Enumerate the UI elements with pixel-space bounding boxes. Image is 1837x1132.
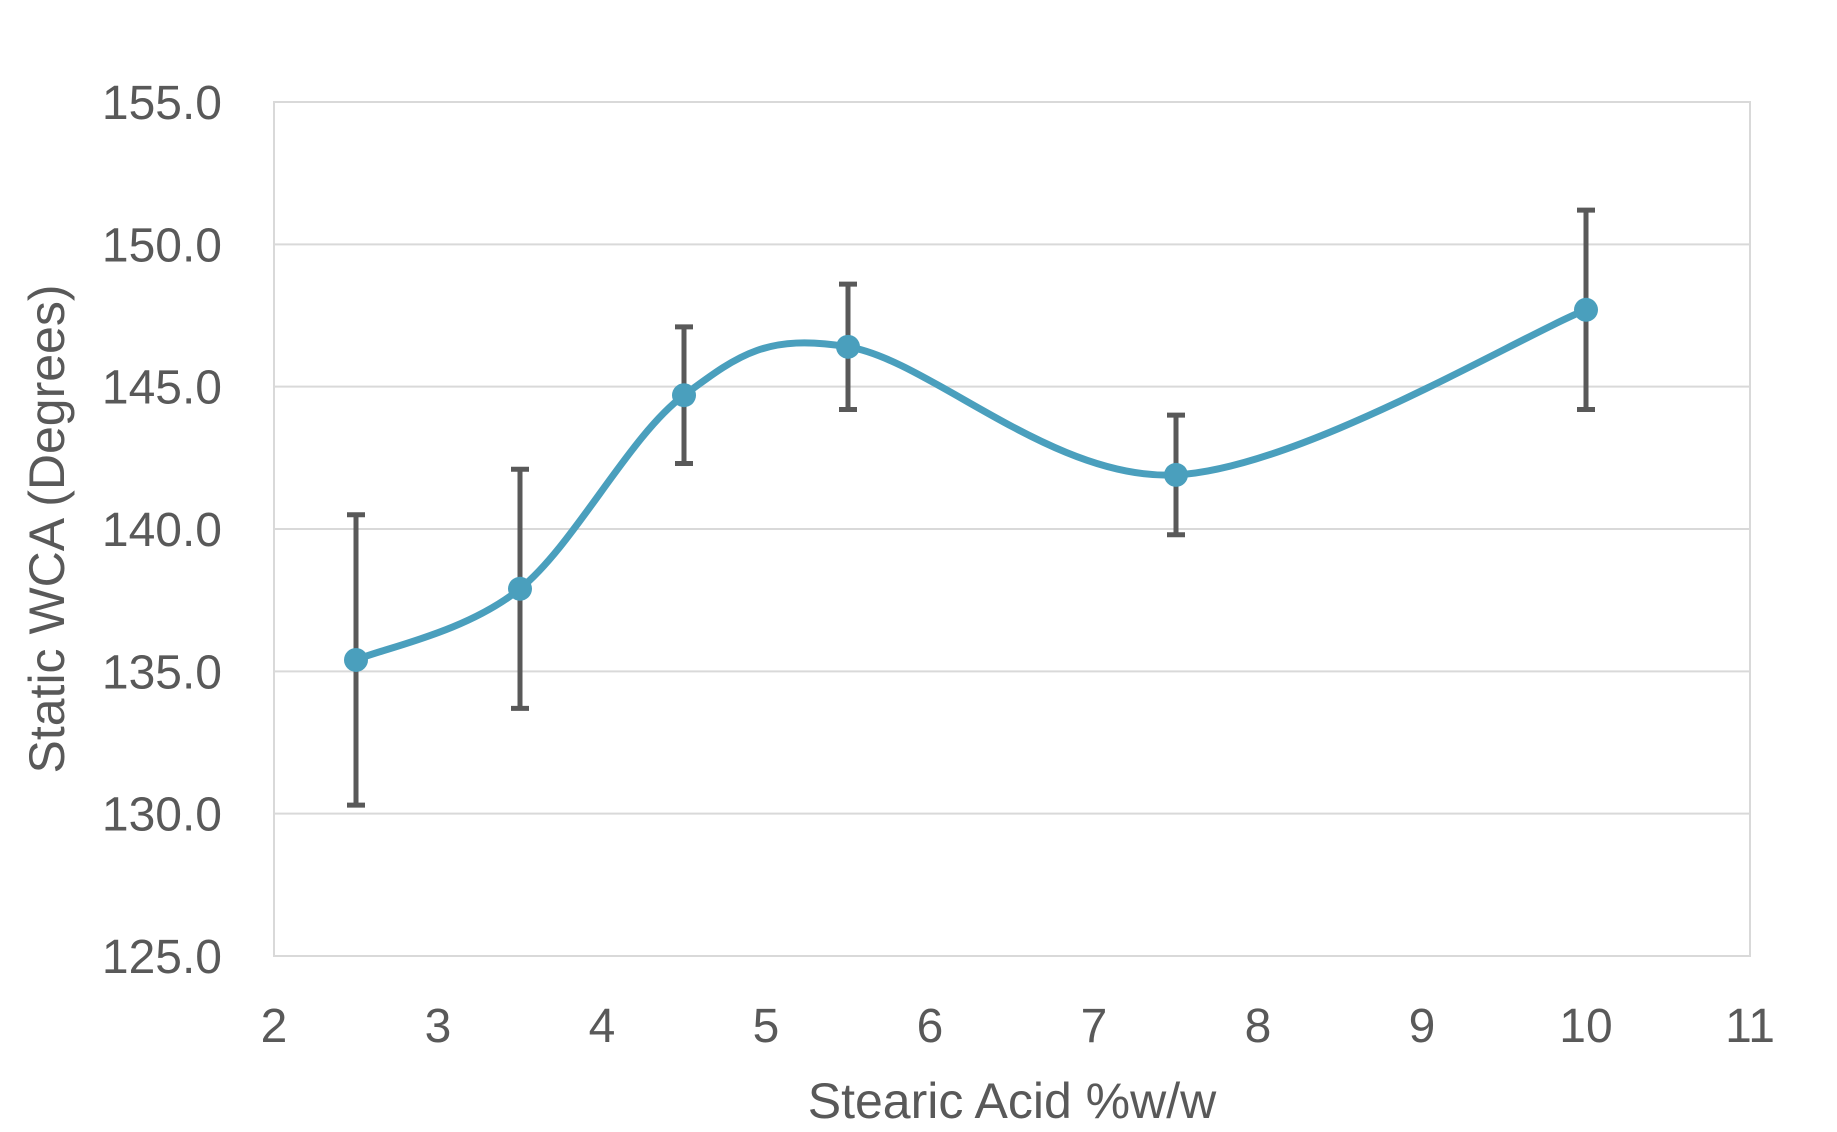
y-tick-label: 145.0	[102, 362, 222, 415]
data-point	[1164, 462, 1188, 487]
data-points	[344, 297, 1598, 672]
y-tick-label: 125.0	[102, 931, 222, 984]
x-tick-label: 4	[589, 1000, 616, 1053]
y-axis-title: Static WCA (Degrees)	[19, 284, 75, 773]
x-tick-label: 7	[1081, 1000, 1108, 1053]
x-tick-label: 9	[1409, 1000, 1436, 1053]
y-axis-tick-labels: 125.0 130.0 135.0 140.0 145.0 150.0 155.0	[102, 77, 222, 984]
y-tick-label: 140.0	[102, 504, 222, 557]
data-point	[508, 576, 532, 601]
x-tick-label: 11	[1725, 1000, 1775, 1053]
x-axis-title: Stearic Acid %w/w	[808, 1073, 1217, 1129]
x-tick-label: 8	[1245, 1000, 1272, 1053]
y-tick-label: 155.0	[102, 77, 222, 130]
x-tick-label: 10	[1559, 1000, 1612, 1053]
data-point	[1574, 297, 1598, 322]
y-tick-label: 150.0	[102, 219, 222, 272]
x-tick-label: 2	[261, 1000, 288, 1053]
x-tick-label: 5	[753, 1000, 780, 1053]
y-tick-label: 130.0	[102, 789, 222, 842]
x-tick-label: 6	[917, 1000, 944, 1053]
y-tick-label: 135.0	[102, 646, 222, 699]
data-point	[672, 383, 696, 408]
x-tick-label: 3	[425, 1000, 452, 1053]
plot-area-frame	[273, 101, 1751, 957]
x-axis-tick-labels: 2 3 4 5 6 7 8 9 10 11	[261, 1000, 1775, 1053]
data-point	[836, 334, 860, 359]
data-point	[344, 647, 368, 672]
error-bars	[347, 207, 1595, 808]
